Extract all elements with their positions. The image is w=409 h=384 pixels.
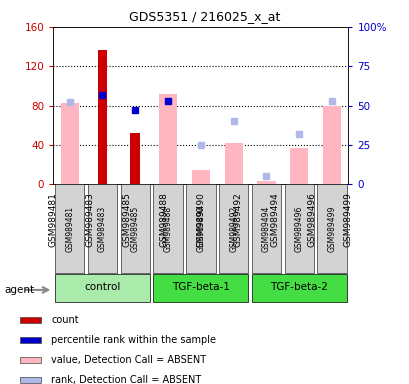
FancyBboxPatch shape [218, 184, 248, 273]
Text: rank, Detection Call = ABSENT: rank, Detection Call = ABSENT [51, 375, 201, 384]
Text: GSM989490: GSM989490 [196, 192, 205, 247]
Text: GSM989485: GSM989485 [122, 192, 131, 247]
Bar [20, 337, 41, 343]
Text: GSM989490: GSM989490 [196, 205, 205, 252]
FancyBboxPatch shape [55, 184, 84, 273]
Text: TGF-beta-2: TGF-beta-2 [270, 282, 328, 292]
Text: GSM989481: GSM989481 [49, 192, 58, 247]
FancyBboxPatch shape [88, 184, 117, 273]
FancyBboxPatch shape [317, 184, 346, 273]
FancyBboxPatch shape [55, 274, 150, 302]
Bar [20, 377, 41, 383]
Text: agent: agent [4, 285, 34, 295]
Text: value, Detection Call = ABSENT: value, Detection Call = ABSENT [51, 355, 206, 365]
Bar [322, 106, 340, 184]
Text: GSM989485: GSM989485 [130, 205, 139, 252]
Bar [20, 357, 41, 363]
Text: GSM989492: GSM989492 [229, 205, 238, 252]
Text: GSM989481: GSM989481 [65, 205, 74, 252]
Bar [191, 170, 209, 184]
Bar [20, 317, 41, 323]
FancyBboxPatch shape [153, 274, 248, 302]
Text: count: count [51, 315, 79, 325]
FancyBboxPatch shape [251, 274, 346, 302]
Text: GSM989496: GSM989496 [294, 205, 303, 252]
Text: GSM989494: GSM989494 [261, 205, 270, 252]
Text: GSM989499: GSM989499 [327, 205, 336, 252]
Bar [290, 148, 308, 184]
Text: GDS5351 / 216025_x_at: GDS5351 / 216025_x_at [129, 10, 280, 23]
Text: GSM989499: GSM989499 [343, 192, 352, 247]
Text: GSM989496: GSM989496 [306, 192, 315, 247]
Text: GSM989488: GSM989488 [159, 192, 168, 247]
FancyBboxPatch shape [120, 184, 150, 273]
Bar [130, 133, 140, 184]
Text: GSM989483: GSM989483 [98, 205, 107, 252]
Text: GSM989494: GSM989494 [270, 192, 279, 247]
Bar [97, 50, 107, 184]
Text: GSM989483: GSM989483 [85, 192, 94, 247]
Text: TGF-beta-1: TGF-beta-1 [171, 282, 229, 292]
Text: control: control [84, 282, 120, 292]
Text: percentile rank within the sample: percentile rank within the sample [51, 335, 216, 345]
FancyBboxPatch shape [186, 184, 215, 273]
Text: GSM989488: GSM989488 [163, 205, 172, 252]
Bar [224, 143, 242, 184]
Bar [159, 94, 177, 184]
FancyBboxPatch shape [251, 184, 281, 273]
FancyBboxPatch shape [153, 184, 182, 273]
Text: GSM989492: GSM989492 [233, 192, 242, 247]
Bar [61, 103, 79, 184]
Bar [257, 181, 275, 184]
FancyBboxPatch shape [284, 184, 313, 273]
